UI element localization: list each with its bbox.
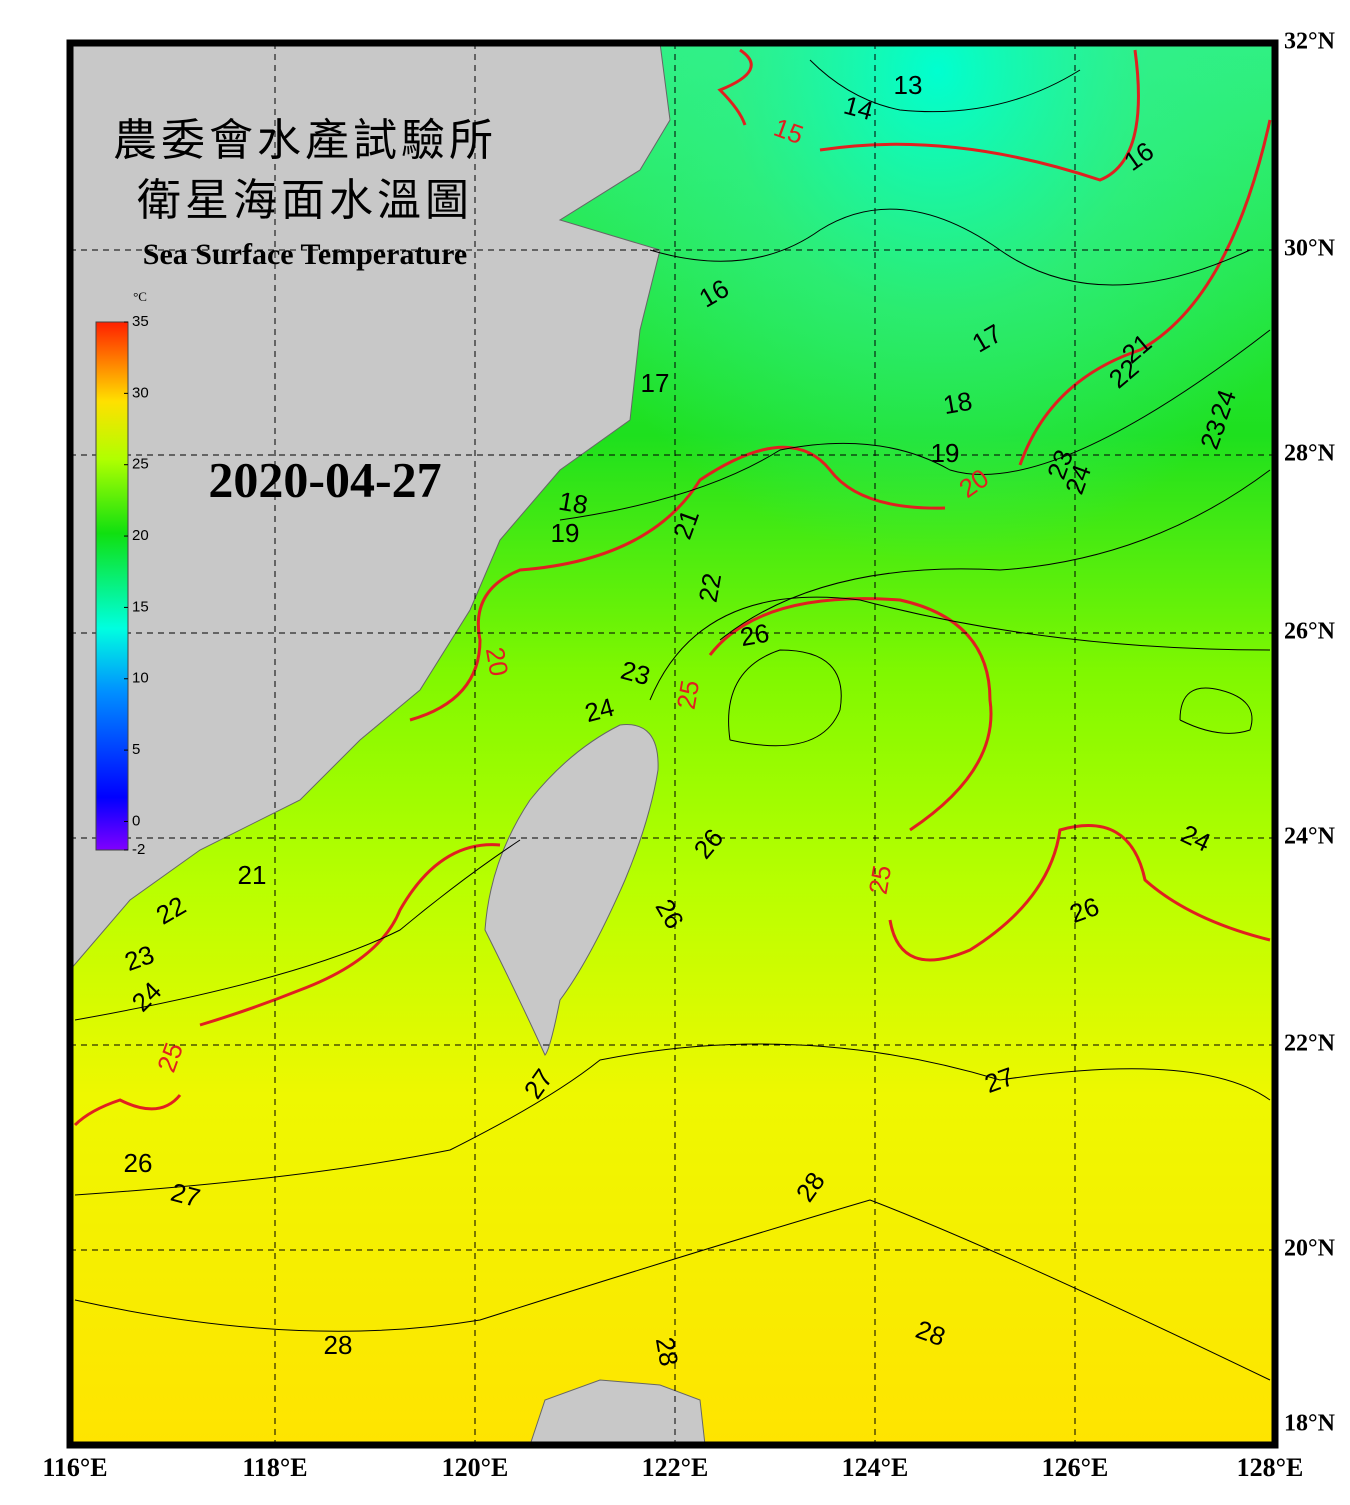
colorbar-tick-label: 5 — [132, 741, 140, 758]
latitude-label: 20°N — [1284, 1236, 1336, 1262]
longitude-label: 118°E — [242, 1453, 307, 1482]
isotherm-label: 19 — [931, 438, 960, 468]
isotherm-label: 21 — [238, 860, 267, 890]
latitude-label: 32°N — [1284, 29, 1336, 55]
isotherm-label: 25 — [863, 863, 898, 897]
isotherm-label: 18 — [557, 486, 591, 521]
latitude-label: 28°N — [1284, 441, 1336, 467]
taiwan — [484, 724, 659, 1056]
title-zh-2: 衛星海面水溫圖 — [137, 176, 473, 225]
colorbar-tick-label: 30 — [132, 384, 149, 401]
axis-labels: 116°E 118°E 120°E 122°E 124°E 126°E 128°E 32°N 3… — [42, 29, 1335, 1482]
isotherm-label: 26 — [124, 1148, 153, 1178]
isotherm-label: 22 — [693, 571, 728, 605]
longitude-label: 122°E — [642, 1453, 709, 1482]
colorbar-tick-label: -2 — [132, 841, 145, 858]
colorbar-ticks: -2 0 5 10 15 20 25 30 35 — [124, 313, 149, 858]
title-en: Sea Surface Temperature — [143, 238, 467, 271]
isotherm-label: 13 — [894, 70, 923, 100]
latitude-label: 18°N — [1284, 1411, 1336, 1437]
china-land — [69, 42, 671, 972]
isotherm-lines-minor — [74, 59, 1271, 1381]
latitude-label: 22°N — [1284, 1031, 1336, 1057]
isotherm-label: 17 — [641, 368, 670, 398]
longitude-label: 126°E — [1042, 1453, 1109, 1482]
title-zh-1: 農委會水產試驗所 — [113, 116, 497, 165]
isotherm-label: 28 — [324, 1330, 353, 1360]
map — [66, 39, 1279, 1449]
longitude-label: 128°E — [1237, 1453, 1304, 1482]
date: 2020-04-27 — [208, 451, 441, 507]
colorbar-tick-label: 10 — [132, 670, 149, 687]
longitude-label: 124°E — [842, 1453, 909, 1482]
isotherm-label: 28 — [650, 1335, 685, 1369]
isotherm-label: 19 — [551, 518, 580, 548]
latitude-label: 26°N — [1284, 619, 1336, 645]
colorbar-tick-label: 25 — [132, 456, 149, 473]
colorbar-tick-label: 35 — [132, 313, 149, 330]
latitude-label: 24°N — [1284, 824, 1336, 850]
colorbar-unit: °C — [133, 289, 147, 304]
isotherm-label: 18 — [941, 386, 975, 421]
isotherm-lines-major — [73, 48, 1272, 1127]
longitude-label: 116°E — [42, 1453, 107, 1482]
colorbar-tick-label: 15 — [132, 598, 149, 615]
colorbar-tick-label: 0 — [132, 812, 140, 829]
colorbar — [95, 321, 129, 851]
isotherm-label: 25 — [671, 678, 706, 712]
isotherm-label: 26 — [738, 618, 772, 653]
latitude-label: 30°N — [1284, 236, 1336, 262]
map-frame — [66, 39, 1279, 1449]
graticule — [70, 43, 1275, 1445]
longitude-label: 120°E — [442, 1453, 509, 1482]
isotherm-label: 20 — [480, 645, 515, 679]
colorbar-tick-label: 20 — [132, 527, 149, 544]
